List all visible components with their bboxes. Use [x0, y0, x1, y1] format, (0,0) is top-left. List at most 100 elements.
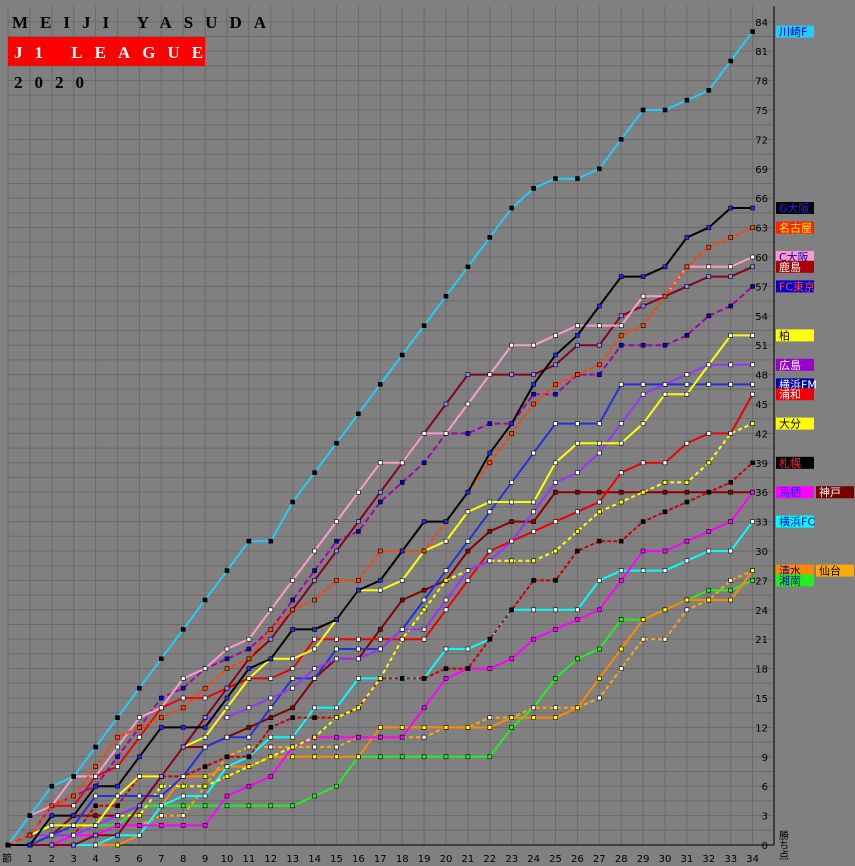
data-point — [246, 676, 252, 681]
data-point — [180, 676, 186, 681]
team-label-鹿島: 鹿島 — [776, 260, 814, 274]
y-tick-label: 72 — [755, 135, 768, 146]
data-point — [618, 382, 624, 387]
x-tick-label: 25 — [549, 854, 562, 865]
y-tick-label: 0 — [762, 841, 768, 852]
data-point — [356, 578, 361, 583]
data-point — [640, 489, 646, 495]
data-point — [377, 734, 383, 740]
data-point — [531, 382, 536, 387]
data-point — [180, 813, 186, 818]
data-point — [180, 793, 186, 799]
data-point — [662, 636, 668, 642]
x-tick-label: 13 — [286, 854, 299, 865]
data-point — [421, 519, 427, 524]
data-point — [706, 264, 712, 270]
data-point — [640, 382, 646, 387]
team-label-清水: 清水 — [776, 564, 814, 578]
data-point — [312, 597, 317, 603]
data-point — [180, 705, 186, 711]
data-point — [640, 636, 646, 642]
data-point — [246, 754, 252, 760]
data-point — [334, 783, 339, 789]
x-tick-label: 11 — [243, 854, 256, 865]
y-tick-label: 15 — [755, 694, 768, 705]
y-axis-ticks: 0369121518212427303336394245485154576063… — [755, 18, 768, 852]
x-tick-label: 27 — [593, 854, 606, 865]
data-point — [334, 538, 339, 544]
data-point — [531, 558, 536, 564]
data-point — [487, 460, 493, 466]
data-point — [246, 705, 252, 711]
data-point — [246, 656, 252, 662]
data-point — [290, 607, 296, 613]
data-point — [640, 342, 646, 348]
data-point — [487, 715, 493, 720]
data-point — [575, 548, 580, 554]
data-point — [662, 382, 668, 387]
data-point — [553, 460, 558, 466]
data-point — [290, 499, 296, 505]
data-point — [443, 676, 449, 681]
data-point — [662, 460, 668, 466]
data-point — [399, 548, 405, 554]
team-label-bg — [776, 574, 814, 587]
data-point — [356, 656, 361, 662]
team-label-text: 横浜FM — [779, 377, 817, 391]
x-axis-corner-label: 節 — [2, 852, 12, 865]
data-point — [596, 303, 602, 309]
data-point — [224, 715, 230, 720]
data-point — [750, 391, 755, 397]
data-point — [728, 480, 734, 485]
data-point — [443, 597, 449, 603]
x-tick-label: 6 — [136, 854, 142, 865]
data-point — [465, 568, 471, 573]
data-point — [553, 391, 558, 397]
data-point — [268, 803, 274, 809]
data-point — [553, 705, 558, 711]
data-point — [531, 529, 536, 534]
data-point — [290, 685, 296, 691]
data-point — [268, 725, 274, 730]
y-tick-label: 63 — [755, 224, 768, 235]
data-point — [421, 725, 427, 730]
data-point — [640, 519, 646, 524]
team-label-bg — [776, 515, 814, 528]
data-point — [443, 725, 449, 730]
x-tick-label: 14 — [308, 854, 321, 865]
data-point — [509, 499, 515, 505]
series-lines — [5, 29, 755, 848]
x-axis-ticks: 1 2 3 4 5 6 7 8 9 10 11 12 13 14 15 16 17 18 19 20 21 22 23 24 2… — [27, 854, 759, 865]
data-point — [553, 382, 558, 387]
data-point — [684, 607, 690, 613]
team-label-text: 名古屋 — [779, 221, 812, 235]
data-point — [509, 656, 515, 662]
data-point — [487, 235, 493, 240]
data-point — [750, 460, 755, 466]
data-point — [290, 734, 296, 740]
data-point — [465, 372, 471, 377]
data-point — [246, 636, 252, 642]
data-point — [706, 382, 712, 387]
data-point — [487, 499, 493, 505]
data-point — [312, 754, 317, 760]
data-point — [202, 725, 208, 730]
data-point — [246, 803, 252, 809]
data-point — [356, 636, 361, 642]
data-point — [553, 352, 558, 358]
data-point — [728, 489, 734, 495]
team-label-柏: 柏 — [776, 328, 814, 342]
x-tick-label: 33 — [724, 854, 737, 865]
data-point — [684, 333, 690, 338]
data-point — [290, 578, 296, 583]
data-point — [399, 460, 405, 466]
data-point — [377, 489, 383, 495]
data-point — [662, 342, 668, 348]
data-point — [596, 450, 602, 456]
data-point — [531, 372, 536, 377]
data-point — [115, 813, 120, 818]
data-point — [465, 509, 471, 515]
data-point — [750, 254, 755, 260]
